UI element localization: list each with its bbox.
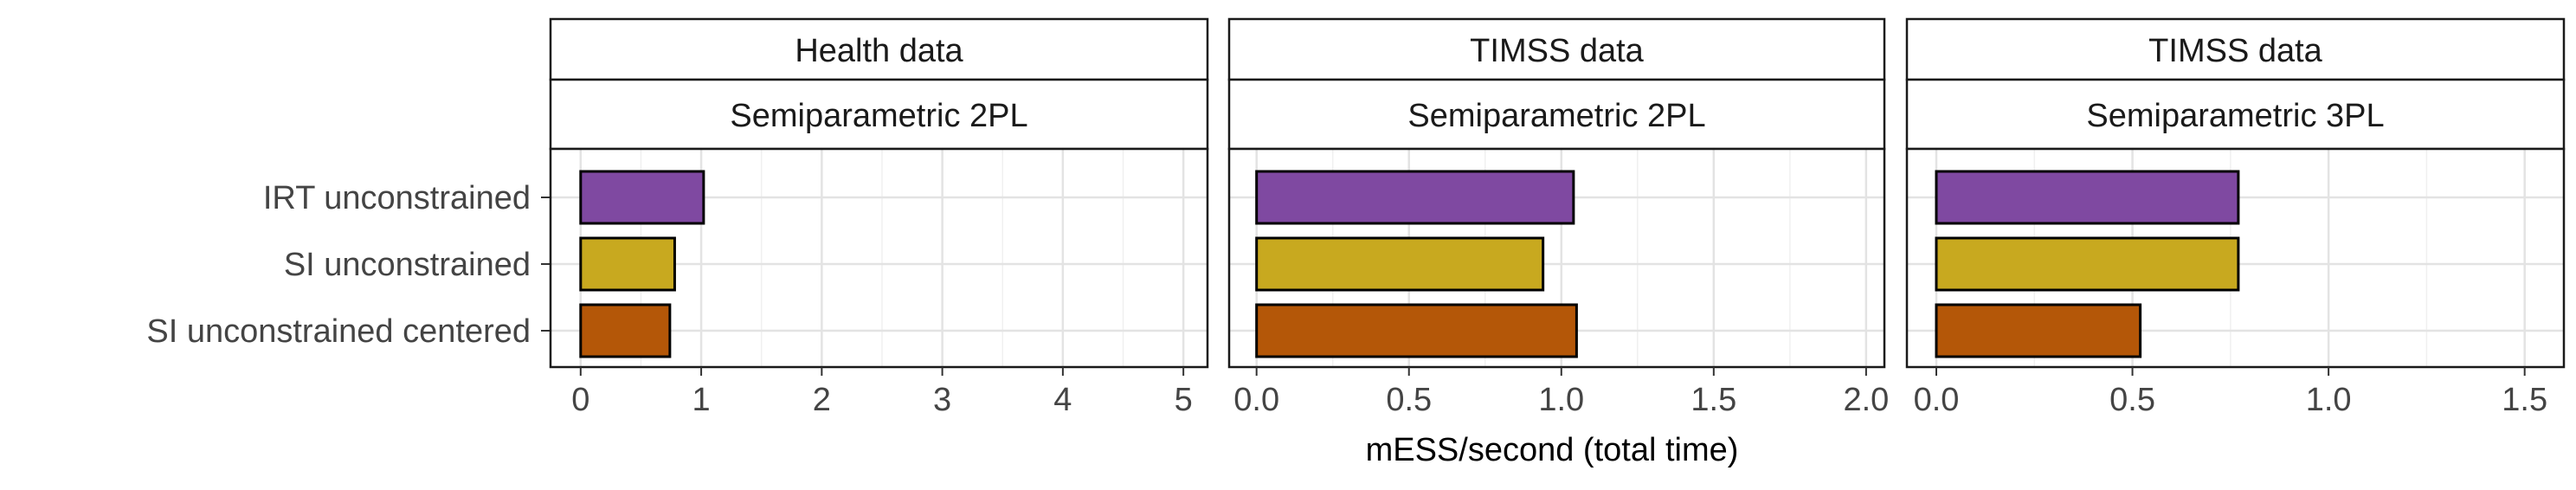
bar-si-unconstrained-centered [1935,303,2142,358]
x-tick-label: 2 [813,382,831,418]
x-tick-label: 0.0 [1233,382,1279,418]
x-tick-label: 3 [933,382,951,418]
facet-strip-top-label: TIMSS data [1470,33,1644,69]
x-tick-label: 1 [692,382,711,418]
panel-border [549,147,1209,369]
bar-si-unconstrained-centered [1255,303,1578,358]
panel-3: TIMSS data Semiparametric 3PL 0.0 0.5 1.0 1.5 [1905,17,2566,418]
x-tick-label: 0 [571,382,589,418]
bar-si-unconstrained [1935,236,2240,292]
x-tick-label: 0.0 [1914,382,1960,418]
chart-panels: Health data Semiparametric 2PL 0 1 2 3 4 5 TIMSS… [549,17,2566,418]
y-tick-label-irt-unconstrained: IRT unconstrained [263,180,531,216]
panel-border [1227,147,1886,369]
facet-strip-bottom-label: Semiparametric 2PL [1407,98,1705,134]
bar-si-unconstrained-centered [579,303,672,358]
bar-si-unconstrained [579,236,676,292]
facet-strip-top [549,17,1209,81]
x-tick-label: 1.5 [2502,382,2547,418]
facet-strip-top-label: Health data [795,33,963,69]
panel-border [1905,147,2566,369]
facet-strip-top [1227,17,1886,81]
x-axis-title: mESS/second (total time) [1366,432,1739,468]
panel-2: TIMSS data Semiparametric 2PL 0.0 0.5 1.0 1.5… [1227,17,1889,418]
facet-strip-bottom [1227,78,1886,151]
facet-strip-bottom-label: Semiparametric 3PL [2086,98,2384,134]
bar-irt-unconstrained [1935,170,2240,225]
x-tick-label: 2.0 [1843,382,1889,418]
x-tick-label: 1.5 [1690,382,1736,418]
bar-irt-unconstrained [1255,170,1575,225]
bar-irt-unconstrained [579,170,705,225]
bar-si-unconstrained [1255,236,1545,292]
panel-1: Health data Semiparametric 2PL 0 1 2 3 4 5 [549,17,1209,418]
facet-strip-top-label: TIMSS data [2148,33,2322,69]
facet-strip-bottom-label: Semiparametric 2PL [730,98,1027,134]
y-tick-label-si-unconstrained: SI unconstrained [284,247,531,283]
x-tick-label: 4 [1053,382,1072,418]
y-tick-label-si-unconstrained-centered: SI unconstrained centered [146,313,531,350]
x-tick-label: 0.5 [2109,382,2155,418]
x-tick-label: 1.0 [1538,382,1584,418]
x-tick-label: 0.5 [1386,382,1432,418]
y-axis-labels: IRT unconstrained SI unconstrained SI unco… [146,180,551,350]
x-tick-label: 1.0 [2306,382,2352,418]
facet-strip-bottom [549,78,1209,151]
x-tick-label: 5 [1175,382,1193,418]
